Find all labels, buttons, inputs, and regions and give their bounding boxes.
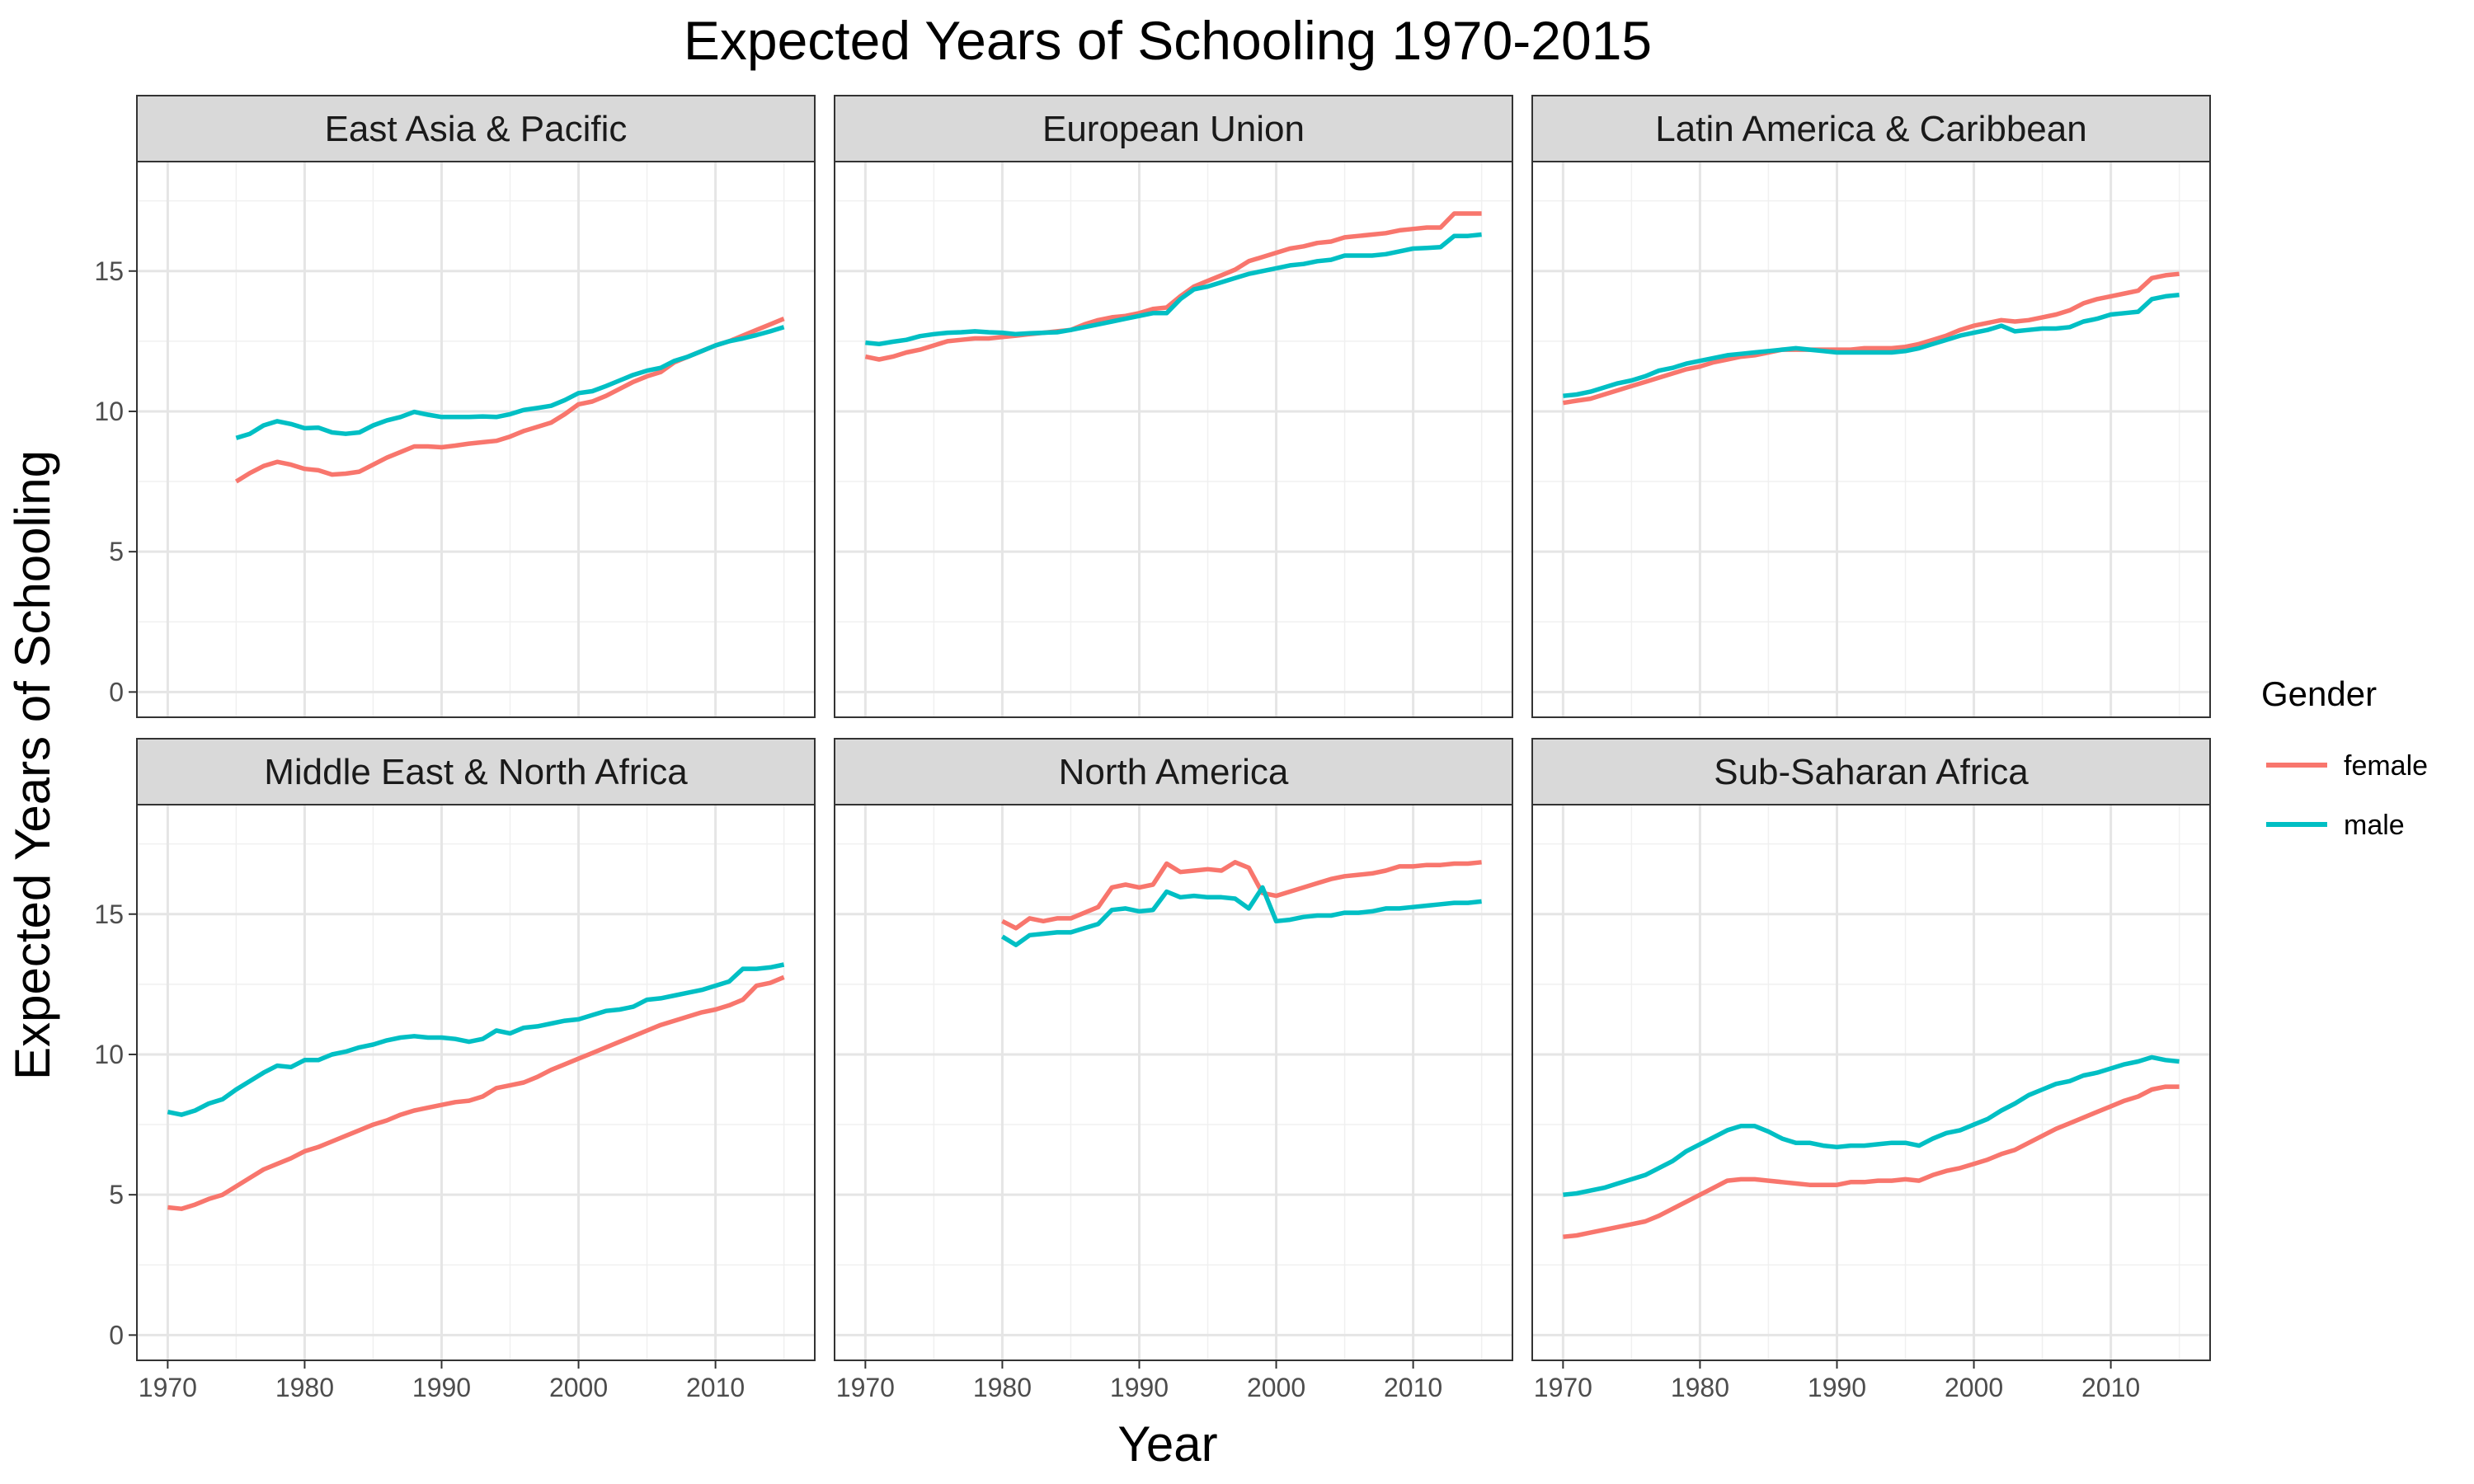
y-tick-label: 5 <box>109 1180 124 1209</box>
legend-female-label: female <box>2344 750 2428 782</box>
x-tick-label: 2010 <box>1384 1373 1442 1402</box>
y-tick-label: 15 <box>94 256 124 286</box>
x-tick-label: 1980 <box>973 1373 1032 1402</box>
series-line-female-latin-america-and-caribbean <box>1562 271 2180 406</box>
x-tick-label: 1970 <box>1534 1373 1592 1402</box>
y-tick-label: 5 <box>109 537 124 566</box>
facet-strip-label: East Asia & Pacific <box>325 109 628 149</box>
series-line-male-east-asia-and-pacific <box>235 325 785 440</box>
y-tick-label: 0 <box>109 677 124 707</box>
facet-strip-label: European Union <box>1042 109 1305 149</box>
x-tick-label: 2000 <box>549 1373 608 1402</box>
x-tick-label: 1970 <box>139 1373 197 1402</box>
x-tick-label: 1990 <box>412 1373 471 1402</box>
facet-east-asia-and-pacific: East Asia & Pacific 0 5 10 15 <box>94 95 816 718</box>
y-tick-label: 10 <box>94 1040 124 1069</box>
x-tick-label: 2000 <box>1247 1373 1305 1402</box>
x-tick-label: 1990 <box>1110 1373 1169 1402</box>
facet-strip <box>136 738 816 805</box>
facet-strip-label: Middle East & North Africa <box>264 752 688 792</box>
panel-border <box>1531 161 2211 718</box>
series-line-male-sub-saharan-africa <box>1563 1054 2180 1197</box>
series-line-male-latin-america-and-caribbean <box>1563 292 2180 398</box>
panel-border <box>834 804 1513 1361</box>
facet-strip <box>136 95 816 162</box>
facet-strip-label: North America <box>1059 752 1289 792</box>
panel-border <box>136 804 816 1361</box>
x-tick-label: 1990 <box>1808 1373 1866 1402</box>
series-line-male-middle-east-and-north-africa <box>167 962 785 1117</box>
series-line-male-north-america <box>1000 885 1482 947</box>
panel-border <box>1531 804 2211 1361</box>
facet-strip <box>1531 95 2211 162</box>
x-tick-label: 1980 <box>275 1373 334 1402</box>
facet-strip <box>1531 738 2211 805</box>
x-tick-label: 2010 <box>2081 1373 2140 1402</box>
x-tick-label: 1970 <box>836 1373 895 1402</box>
series-line-female-european-union <box>864 211 1482 362</box>
series-line-female-middle-east-and-north-africa <box>167 974 785 1211</box>
series-line-female-sub-saharan-africa <box>1563 1084 2180 1239</box>
series-line-female-north-america <box>1001 860 1482 931</box>
facet-latin-america-and-caribbean: Latin America & Caribbean <box>1531 95 2211 718</box>
y-tick-label: 0 <box>109 1320 124 1350</box>
facet-strip <box>834 95 1513 162</box>
x-tick-label: 1980 <box>1671 1373 1729 1402</box>
x-axis-title: Year <box>1117 1416 1217 1472</box>
chart-title: Expected Years of Schooling 1970-2015 <box>684 10 1652 71</box>
y-axis-title: Expected Years of Schooling <box>5 450 60 1080</box>
legend-title: Gender <box>2261 674 2377 713</box>
x-tick-label: 2000 <box>1945 1373 2003 1402</box>
legend-male-label: male <box>2344 810 2405 841</box>
legend: Gender female male <box>2261 674 2428 841</box>
facet-strip-label: Sub-Saharan Africa <box>1714 752 2029 792</box>
facet-european-union: European Union <box>834 95 1513 718</box>
facet-sub-saharan-africa: Sub-Saharan Africa 1970 1980 1990 2000 2010 <box>1531 738 2211 1402</box>
y-tick-label: 15 <box>94 899 124 929</box>
facet-middle-east-and-north-africa: Middle East & North Africa 0 5 10 15 1970 1980… <box>94 738 816 1402</box>
series-line-male-european-union <box>865 232 1482 347</box>
facet-north-america: North America 1970 1980 1990 2000 2010 <box>834 738 1513 1402</box>
panel-border <box>136 161 816 718</box>
panel-border <box>834 161 1513 718</box>
x-tick-label: 2010 <box>686 1373 745 1402</box>
facet-panels: East Asia & Pacific 0 5 10 15 European Union L… <box>94 95 2211 1402</box>
y-tick-label: 10 <box>94 397 124 426</box>
facet-strip-label: Latin America & Caribbean <box>1655 109 2086 149</box>
